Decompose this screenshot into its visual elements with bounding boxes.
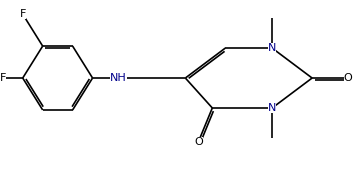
Text: NH: NH — [110, 73, 127, 83]
Text: F: F — [20, 9, 26, 19]
Text: F: F — [0, 73, 6, 83]
Text: O: O — [344, 73, 353, 83]
Text: O: O — [194, 137, 203, 147]
Text: N: N — [268, 103, 276, 113]
Text: N: N — [268, 43, 276, 53]
